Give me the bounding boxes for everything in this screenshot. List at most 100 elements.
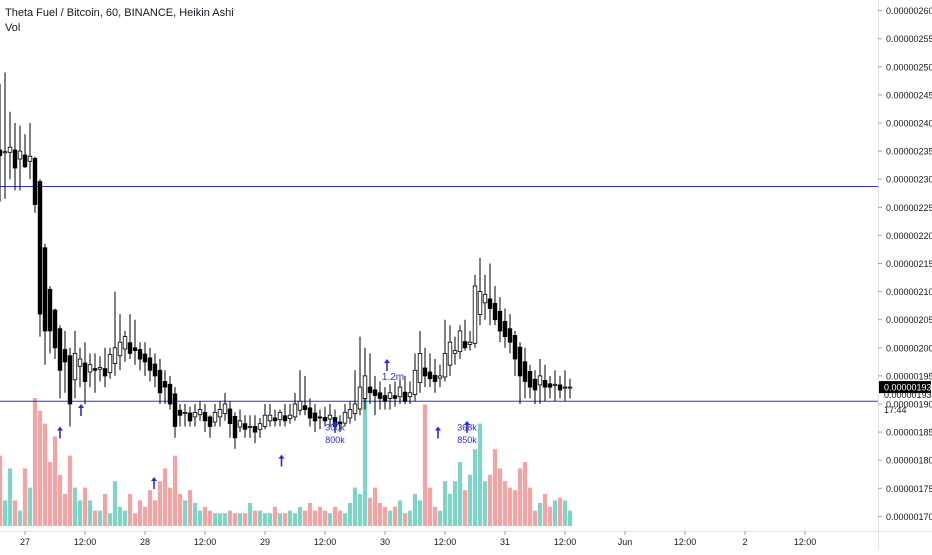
volume-bar [82, 487, 88, 526]
up-arrow-icon [464, 420, 470, 433]
volume-bar [482, 481, 488, 526]
candle-body [62, 349, 68, 363]
candle-body [482, 293, 488, 304]
volume-bar [167, 487, 173, 526]
volume-bar [387, 510, 393, 526]
candle-body [227, 408, 233, 425]
candle-body [277, 411, 283, 421]
price-tick-label: 0.00000225 [886, 203, 932, 213]
candle-body [27, 155, 33, 162]
time-tick-label: 12:00 [794, 537, 817, 547]
volume-bar [287, 510, 293, 526]
candle-body [127, 342, 133, 354]
candle-body [392, 395, 398, 399]
time-tick-label: 12:00 [194, 537, 217, 547]
volume-bar [357, 494, 363, 526]
volume-bar [262, 513, 268, 526]
candle-body [47, 288, 53, 332]
candle-body [12, 149, 18, 169]
up-arrow-head [78, 403, 84, 408]
candle-body [357, 386, 363, 410]
volume-bar [97, 510, 103, 526]
price-tick-label: 0.00000190 [886, 400, 932, 410]
volume-bar [292, 513, 298, 526]
last-price-tag [879, 381, 931, 394]
volume-bar [302, 510, 308, 526]
horizontal-lines [0, 186, 878, 402]
price-tick-label: 0.00000260 [886, 6, 932, 16]
candle-body [362, 375, 368, 399]
candle-body [347, 409, 353, 419]
candle-body [327, 414, 333, 420]
candle-body [502, 320, 508, 337]
annotation-label: 300k [325, 423, 345, 433]
price-tick-label: 0.00000170 [886, 512, 932, 522]
volume-bar [72, 487, 78, 526]
price-label: 0.00000193 [884, 390, 932, 400]
volume-bar [417, 500, 423, 526]
candle-body [17, 150, 23, 160]
candle-body [462, 341, 468, 349]
price-tick-label: 0.00000175 [886, 484, 932, 494]
up-arrow-head [332, 420, 338, 425]
volume-bar [32, 398, 38, 526]
volume-bar [507, 487, 513, 526]
up-arrow-head [151, 477, 157, 482]
volume-bar [332, 506, 338, 526]
volume-bar [177, 494, 183, 526]
time-axis[interactable]: 27 12:00 28 12:00 29 12:00 30 12:00 31 12:00 Jun 12… [0, 531, 932, 547]
price-axis[interactable]: 0.00000170 0.00000175 0.00000180 0.00000185… [878, 0, 932, 550]
candle-body [7, 146, 13, 153]
candle-body [152, 363, 158, 377]
volume-bar [462, 490, 468, 526]
candle-body [537, 375, 543, 386]
volume-bar [542, 494, 548, 526]
candle-body [142, 353, 148, 363]
candle-body [287, 414, 293, 420]
candle-body [207, 416, 213, 427]
candle-body [302, 405, 308, 411]
candle-body [492, 302, 498, 321]
candle-body [87, 364, 93, 373]
candle-body [402, 391, 408, 402]
volume-bar [217, 513, 223, 526]
annotation-label: 800k [325, 435, 345, 445]
candle-body [352, 403, 358, 415]
candle-body [442, 352, 448, 378]
volume-bars [0, 398, 573, 526]
candle-body [77, 358, 83, 367]
volume-bar [347, 503, 353, 526]
candle-body [477, 291, 483, 316]
candle-body [432, 374, 438, 382]
candle-body [197, 409, 203, 416]
volume-bar [132, 513, 138, 526]
volume-label: Vol [5, 22, 21, 34]
volume-bar [62, 494, 68, 526]
volume-bar [422, 404, 428, 526]
candle-body [567, 386, 573, 389]
candle-body [497, 310, 503, 332]
candle-body [137, 349, 143, 360]
volume-bar [172, 455, 178, 526]
candles [0, 72, 573, 449]
price-tick-label: 0.00000255 [886, 34, 932, 44]
candle-body [262, 414, 268, 427]
candle-body [177, 409, 183, 416]
volume-bar [117, 506, 123, 526]
up-arrow-icon [384, 359, 390, 372]
candle-body [22, 154, 28, 168]
candle-body [507, 328, 513, 343]
up-arrow-icon [57, 426, 63, 439]
up-arrow-icon [435, 426, 441, 439]
volume-bar [452, 481, 458, 526]
candle-body [447, 341, 453, 366]
volume-bar [152, 500, 158, 526]
volume-bar [57, 474, 63, 526]
candle-body [437, 375, 443, 379]
volume-bar [407, 510, 413, 526]
time-tick-label: 12:00 [674, 537, 697, 547]
volume-bar [207, 510, 213, 526]
candle-body [322, 417, 328, 422]
